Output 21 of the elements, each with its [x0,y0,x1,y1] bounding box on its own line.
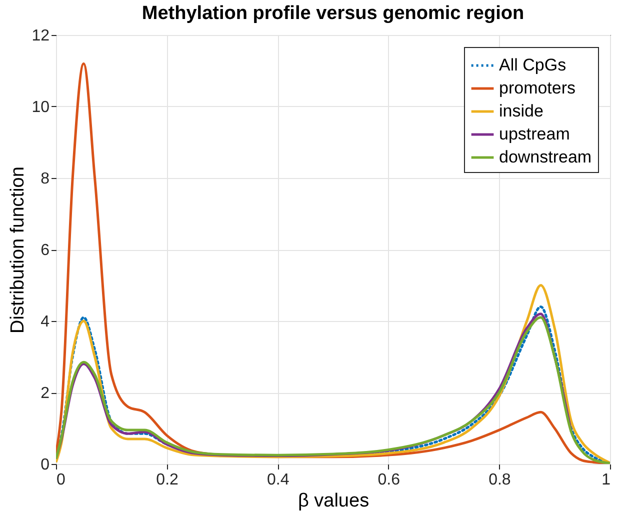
x-tick-label: 0.6 [378,472,400,488]
y-tick-label: 6 [40,242,50,259]
chart-title: Methylation profile versus genomic region [142,3,524,24]
x-tick-label: 0.2 [156,472,179,488]
legend-label: inside [499,102,544,120]
x-axis-title: β values [298,490,370,512]
y-axis-title: Distribution function [8,166,29,334]
x-tick-label: 1 [602,472,611,488]
x-tick-label: 0 [56,472,66,488]
x-tick-label: 0.8 [488,472,511,488]
y-tick-label: 10 [32,99,50,116]
y-tick-label: 2 [40,385,50,402]
legend-label: promoters [499,78,576,98]
y-tick-label: 12 [32,28,50,44]
y-tick-label: 4 [40,314,50,330]
y-tick-label: 0 [40,456,50,474]
legend-label: downstream [499,148,592,166]
legend-label: All CpGs [499,56,566,74]
legend-label: upstream [499,124,570,144]
y-tick-label: 8 [40,170,50,188]
x-tick-label: 0.4 [266,472,290,488]
